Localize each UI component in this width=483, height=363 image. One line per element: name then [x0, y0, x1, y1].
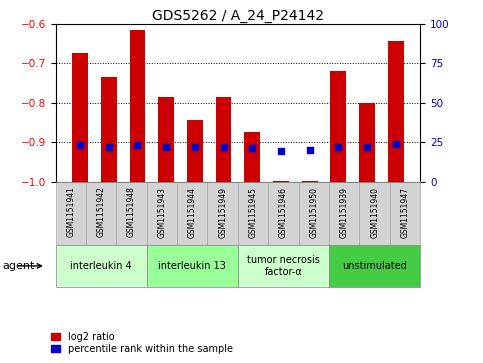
Bar [56, 245, 147, 287]
Bar [329, 245, 420, 287]
Text: agent: agent [2, 261, 35, 271]
Bar [273, 181, 289, 182]
Point [76, 142, 84, 148]
Bar [244, 132, 260, 182]
Bar [86, 182, 116, 245]
Bar [158, 97, 174, 182]
Bar [238, 182, 268, 245]
Point [363, 144, 371, 150]
Bar [390, 182, 420, 245]
Text: GSM1151940: GSM1151940 [370, 187, 379, 237]
Bar [330, 71, 346, 182]
Point [220, 144, 227, 150]
Bar [268, 182, 298, 245]
Point [134, 142, 142, 148]
Bar [101, 77, 116, 182]
Text: GSM1151943: GSM1151943 [157, 187, 167, 237]
Text: unstimulated: unstimulated [342, 261, 407, 271]
Legend: log2 ratio, percentile rank within the sample: log2 ratio, percentile rank within the s… [51, 331, 233, 354]
Point [162, 144, 170, 150]
Text: GSM1151949: GSM1151949 [218, 187, 227, 237]
Bar [359, 102, 375, 182]
Text: GSM1151941: GSM1151941 [66, 187, 75, 237]
Text: GSM1151947: GSM1151947 [400, 187, 410, 237]
Text: tumor necrosis
factor-α: tumor necrosis factor-α [247, 255, 320, 277]
Text: GSM1151948: GSM1151948 [127, 187, 136, 237]
Bar [302, 181, 317, 182]
Bar [116, 182, 147, 245]
Point [277, 148, 285, 154]
Text: GSM1151939: GSM1151939 [340, 187, 349, 237]
Text: GSM1151944: GSM1151944 [188, 187, 197, 237]
Point [105, 144, 113, 150]
Bar [72, 53, 88, 181]
Bar [177, 182, 208, 245]
Bar [238, 245, 329, 287]
Text: GSM1151942: GSM1151942 [97, 187, 106, 237]
Bar [187, 120, 203, 182]
Point [334, 144, 342, 150]
Text: interleukin 13: interleukin 13 [158, 261, 226, 271]
Bar [208, 182, 238, 245]
Text: GSM1151946: GSM1151946 [279, 187, 288, 237]
Text: GSM1151950: GSM1151950 [309, 187, 318, 237]
Bar [129, 30, 145, 181]
Bar [215, 97, 231, 182]
Bar [359, 182, 390, 245]
Bar [388, 41, 404, 182]
Text: GSM1151945: GSM1151945 [249, 187, 257, 237]
Bar [147, 182, 177, 245]
Point [248, 146, 256, 151]
Bar [147, 245, 238, 287]
Point [392, 141, 399, 147]
Title: GDS5262 / A_24_P24142: GDS5262 / A_24_P24142 [152, 9, 324, 23]
Point [191, 144, 199, 150]
Bar [329, 182, 359, 245]
Bar [298, 182, 329, 245]
Bar [56, 182, 86, 245]
Text: interleukin 4: interleukin 4 [70, 261, 132, 271]
Point [306, 147, 313, 153]
